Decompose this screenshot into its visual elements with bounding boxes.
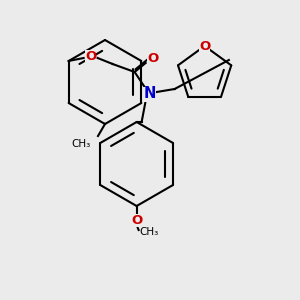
Text: CH₃: CH₃	[140, 227, 159, 237]
Text: O: O	[147, 52, 158, 64]
Text: O: O	[131, 214, 142, 226]
Text: N: N	[143, 86, 156, 101]
Text: O: O	[199, 40, 210, 52]
Text: O: O	[85, 50, 96, 62]
Text: CH₃: CH₃	[72, 139, 91, 149]
